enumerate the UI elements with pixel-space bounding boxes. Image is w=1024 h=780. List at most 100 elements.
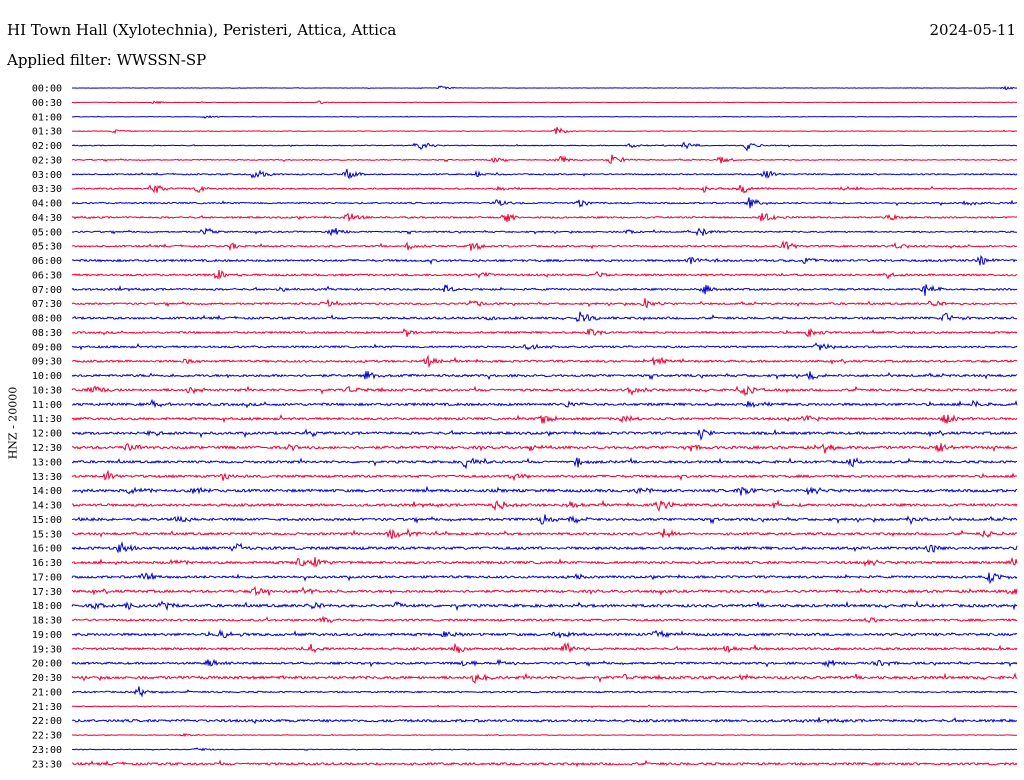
trace-line bbox=[71, 485, 1018, 496]
time-tick-label: 10:00 bbox=[32, 371, 62, 382]
time-tick-label: 00:00 bbox=[32, 84, 62, 95]
time-tick-label: 02:30 bbox=[32, 155, 62, 166]
time-tick-label: 16:30 bbox=[32, 558, 62, 569]
time-tick-label: 22:30 bbox=[32, 731, 62, 742]
time-tick-label: 13:00 bbox=[32, 457, 62, 468]
trace-line bbox=[71, 270, 1018, 280]
time-tick-label: 23:30 bbox=[32, 759, 62, 770]
time-tick-label: 07:30 bbox=[32, 299, 62, 310]
trace-line bbox=[71, 428, 1018, 441]
trace-line bbox=[71, 704, 1018, 709]
trace-line bbox=[71, 398, 1018, 409]
time-tick-label: 04:00 bbox=[32, 199, 62, 210]
time-tick-label: 21:30 bbox=[32, 702, 62, 713]
trace-line bbox=[71, 197, 1018, 209]
trace-line bbox=[71, 284, 1018, 296]
time-tick-label: 19:30 bbox=[32, 644, 62, 655]
time-tick-label: 06:30 bbox=[32, 270, 62, 281]
time-tick-label: 08:30 bbox=[32, 328, 62, 339]
time-tick-label: 01:00 bbox=[32, 112, 62, 123]
trace-line bbox=[71, 456, 1018, 470]
trace-line bbox=[71, 414, 1018, 424]
trace-line bbox=[71, 747, 1018, 752]
trace-line bbox=[71, 658, 1018, 669]
trace-line bbox=[71, 499, 1018, 512]
trace-line bbox=[71, 732, 1018, 738]
trace-line bbox=[71, 600, 1018, 612]
trace-line bbox=[71, 168, 1018, 180]
trace-line bbox=[71, 212, 1018, 223]
trace-line bbox=[71, 540, 1018, 554]
time-tick-label: 21:00 bbox=[32, 687, 62, 698]
time-tick-label: 11:00 bbox=[32, 400, 62, 411]
time-tick-label: 11:30 bbox=[32, 414, 62, 425]
time-tick-label: 12:00 bbox=[32, 429, 62, 440]
trace-line bbox=[71, 514, 1018, 526]
trace-line bbox=[71, 154, 1018, 164]
trace-line bbox=[71, 443, 1018, 454]
trace-line bbox=[71, 141, 1018, 152]
trace-line bbox=[71, 469, 1018, 482]
trace-line bbox=[71, 298, 1018, 309]
trace-line bbox=[71, 717, 1018, 725]
time-tick-label: 05:30 bbox=[32, 242, 62, 253]
trace-line bbox=[71, 311, 1018, 323]
time-tick-label: 02:00 bbox=[32, 141, 62, 152]
trace-line bbox=[71, 585, 1018, 597]
trace-line bbox=[71, 85, 1018, 91]
trace-line bbox=[71, 327, 1018, 338]
trace-line bbox=[71, 556, 1018, 568]
trace-line bbox=[71, 354, 1018, 369]
trace-line bbox=[71, 759, 1018, 768]
time-tick-label: 20:30 bbox=[32, 673, 62, 684]
trace-line bbox=[71, 528, 1018, 540]
time-tick-label: 23:00 bbox=[32, 745, 62, 756]
record-date: 2024-05-11 bbox=[929, 21, 1016, 39]
trace-line bbox=[71, 628, 1018, 639]
trace-line bbox=[71, 184, 1018, 194]
time-tick-label: 14:30 bbox=[32, 501, 62, 512]
time-tick-label: 03:30 bbox=[32, 184, 62, 195]
trace-line bbox=[71, 227, 1018, 237]
time-tick-label: 18:30 bbox=[32, 616, 62, 627]
time-tick-label: 05:00 bbox=[32, 227, 62, 238]
filter-label: Applied filter: WWSSN-SP bbox=[7, 51, 207, 69]
trace-line bbox=[71, 615, 1018, 624]
trace-line bbox=[71, 385, 1018, 397]
trace-line bbox=[71, 641, 1018, 654]
trace-line bbox=[71, 239, 1018, 252]
time-tick-label: 17:00 bbox=[32, 572, 62, 583]
time-tick-label: 00:30 bbox=[32, 98, 62, 109]
time-tick-label: 03:00 bbox=[32, 170, 62, 181]
time-tick-label: 12:30 bbox=[32, 443, 62, 454]
time-tick-label: 16:00 bbox=[32, 544, 62, 555]
time-tick-label: 09:30 bbox=[32, 357, 62, 368]
time-tick-label: 14:00 bbox=[32, 486, 62, 497]
time-tick-label: 18:00 bbox=[32, 601, 62, 612]
time-tick-label: 04:30 bbox=[32, 213, 62, 224]
trace-line bbox=[71, 342, 1018, 351]
time-tick-label: 22:00 bbox=[32, 716, 62, 727]
time-tick-label: 20:00 bbox=[32, 659, 62, 670]
time-tick-label: 10:30 bbox=[32, 385, 62, 396]
time-tick-label: 07:00 bbox=[32, 285, 62, 296]
time-tick-label: 13:30 bbox=[32, 472, 62, 483]
time-tick-label: 15:00 bbox=[32, 515, 62, 526]
time-tick-label: 17:30 bbox=[32, 587, 62, 598]
trace-line bbox=[71, 100, 1018, 105]
trace-line bbox=[71, 254, 1018, 266]
time-tick-label: 06:00 bbox=[32, 256, 62, 267]
time-tick-label: 09:00 bbox=[32, 342, 62, 353]
trace-line bbox=[71, 571, 1018, 585]
time-tick-label: 01:30 bbox=[32, 127, 62, 138]
station-title: HI Town Hall (Xylotechnia), Peristeri, A… bbox=[7, 21, 397, 39]
time-tick-label: 15:30 bbox=[32, 529, 62, 540]
trace-line bbox=[71, 686, 1018, 698]
trace-line bbox=[71, 672, 1018, 685]
time-tick-label: 08:00 bbox=[32, 314, 62, 325]
trace-line bbox=[71, 115, 1018, 119]
trace-line bbox=[71, 126, 1018, 135]
trace-line bbox=[71, 371, 1018, 381]
time-tick-label: 19:00 bbox=[32, 630, 62, 641]
